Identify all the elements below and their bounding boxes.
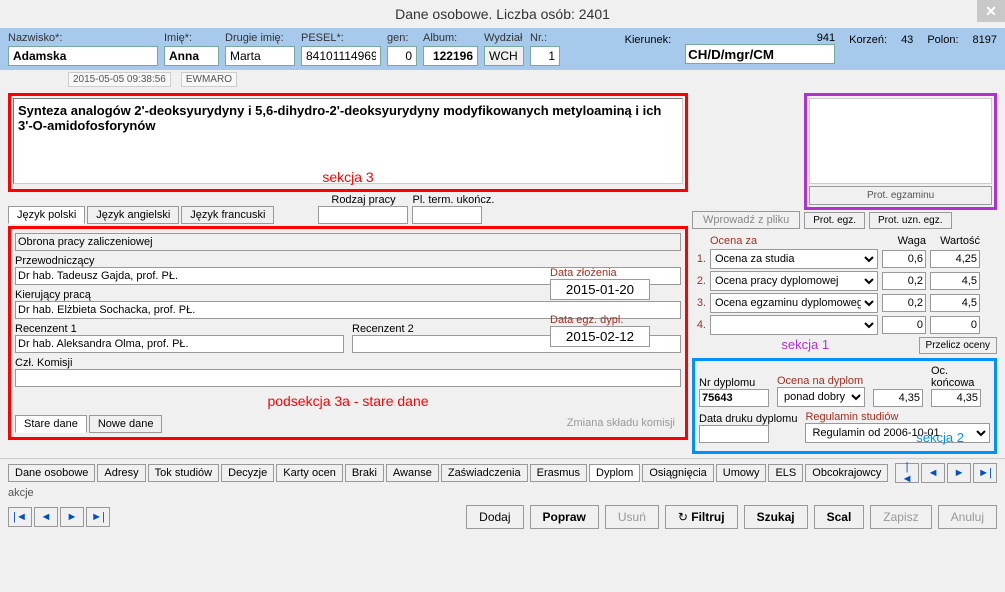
waga-input[interactable] [882,316,926,334]
waga-input[interactable] [882,294,926,312]
kierunek-input[interactable] [685,44,835,64]
dodaj-button[interactable]: Dodaj [466,505,523,529]
prot-egz-button[interactable]: Prot. egz. [804,212,865,229]
popraw-button[interactable]: Popraw [530,505,599,529]
nr-input[interactable] [530,46,560,66]
zmiana-skladu[interactable]: Zmiana składu komisji [561,415,681,433]
przelicz-oceny-button[interactable]: Przelicz oceny [919,337,997,354]
grade-select[interactable]: Ocena za studia [710,249,878,269]
tab-jezyk-polski[interactable]: Język polski [8,206,85,224]
drugie-input[interactable] [225,46,295,66]
pesel-input[interactable] [301,46,381,66]
rec1-input[interactable] [15,335,344,353]
section-3: Synteza analogów 2'-deoksyurydyny i 5,6-… [8,93,688,192]
tab-karty-ocen[interactable]: Karty ocen [276,464,343,482]
filtruj-button[interactable]: ↻ Filtruj [665,505,738,529]
tab-obcokrajowcy[interactable]: Obcokrajowcy [805,464,888,482]
nav-buttons-top: |◄ ◄ ► ►| [895,463,997,483]
section-2: Nr dyplomu Ocena na dyplom ponad dobry O… [692,358,997,454]
timestamp-row: 2015-05-05 09:38:56 EWMARO [0,70,1005,89]
sub3a-label: podsekcja 3a - stare dane [15,393,681,409]
grade-select[interactable]: Ocena pracy dyplomowej [710,271,878,291]
ocena-dyplom-val[interactable] [873,389,923,407]
tab-jezyk-angielski[interactable]: Język angielski [87,206,179,224]
prot-uzn-egz-button[interactable]: Prot. uzn. egz. [869,212,951,229]
tab-osiągnięcia[interactable]: Osiągnięcia [642,464,713,482]
nav-prev[interactable]: ◄ [921,463,945,483]
tab-stare-dane[interactable]: Stare dane [15,415,87,433]
wartosc-input[interactable] [930,272,980,290]
grade-select[interactable] [710,315,878,335]
data-druku-input[interactable] [699,425,769,443]
empty-listbox[interactable] [809,98,992,184]
data-egz-input[interactable] [550,326,650,347]
bottom-tabs: Dane osoboweAdresyTok studiówDecyzjeKart… [0,458,1005,487]
tab-tok-studiów[interactable]: Tok studiów [148,464,219,482]
gen-input[interactable] [387,46,417,66]
wydzial-input [484,46,524,66]
tab-zaświadczenia[interactable]: Zaświadczenia [441,464,528,482]
data-zlozenia-input[interactable] [550,279,650,300]
close-button[interactable]: ✕ [977,0,1005,22]
dates-col: Data złożenia Data egz. dypl. [550,267,660,361]
zapisz-button[interactable]: Zapisz [870,505,931,529]
tab-erasmus[interactable]: Erasmus [530,464,587,482]
header-row: Nazwisko*: Imię*: Drugie imię: PESEL*: g… [0,28,1005,70]
nr-dyplomu-input[interactable] [699,389,769,407]
album-input[interactable] [423,46,478,66]
tab-decyzje[interactable]: Decyzje [221,464,274,482]
tab-jezyk-francuski[interactable]: Język francuski [181,206,274,224]
tab-umowy[interactable]: Umowy [716,464,767,482]
wartosc-input[interactable] [930,250,980,268]
nazwisko-input[interactable] [8,46,158,66]
grade-select[interactable]: Ocena egzaminu dyplomowego [710,293,878,313]
tab-adresy[interactable]: Adresy [97,464,145,482]
window-title: Dane osobowe. Liczba osób: 2401 [395,6,610,22]
obrona-input [15,233,681,251]
pltermin-input[interactable] [412,206,482,224]
tab-els[interactable]: ELS [768,464,803,482]
ocena-dyplom-select[interactable]: ponad dobry [777,387,865,407]
nav2-first[interactable]: |◄ [8,507,32,527]
tab-dyplom[interactable]: Dyplom [589,464,640,482]
nav2-prev[interactable]: ◄ [34,507,58,527]
tab-braki[interactable]: Braki [345,464,384,482]
nav2-next[interactable]: ► [60,507,84,527]
wartosc-input[interactable] [930,316,980,334]
imie-input[interactable] [164,46,219,66]
scal-button[interactable]: Scal [814,505,865,529]
szukaj-button[interactable]: Szukaj [744,505,808,529]
waga-input[interactable] [882,272,926,290]
grades-table: Ocena zaWagaWartość 1.Ocena za studia2.O… [692,235,997,354]
titlebar: Dane osobowe. Liczba osób: 2401 ✕ [0,0,1005,28]
nav-last[interactable]: ►| [973,463,997,483]
tab-awanse[interactable]: Awanse [386,464,439,482]
wprowadz-z-pliku-button[interactable]: Wprowadź z pliku [692,211,800,229]
nav2-last[interactable]: ►| [86,507,110,527]
akcje-label: akcje [0,487,1005,499]
footer: |◄ ◄ ► ►| Dodaj Popraw Usuń ↻ Filtruj Sz… [0,499,1005,535]
nav-first[interactable]: |◄ [895,463,919,483]
oc-koncowa-input[interactable] [931,389,981,407]
tab-dane-osobowe[interactable]: Dane osobowe [8,464,95,482]
wartosc-input[interactable] [930,294,980,312]
czl-input[interactable] [15,369,681,387]
nav-next[interactable]: ► [947,463,971,483]
rodzaj-input[interactable] [318,206,408,224]
section2-label: sekcja 2 [916,430,964,445]
waga-input[interactable] [882,250,926,268]
tab-nowe-dane[interactable]: Nowe dane [89,415,163,433]
prot-egzaminu-button[interactable]: Prot. egzaminu [809,186,992,205]
anuluj-button[interactable]: Anuluj [938,505,997,529]
usun-button[interactable]: Usuń [605,505,659,529]
section-1-box: Prot. egzaminu [804,93,997,210]
section3-label: sekcja 3 [322,169,373,185]
lang-tabs: Język polski Język angielski Język franc… [8,206,274,224]
